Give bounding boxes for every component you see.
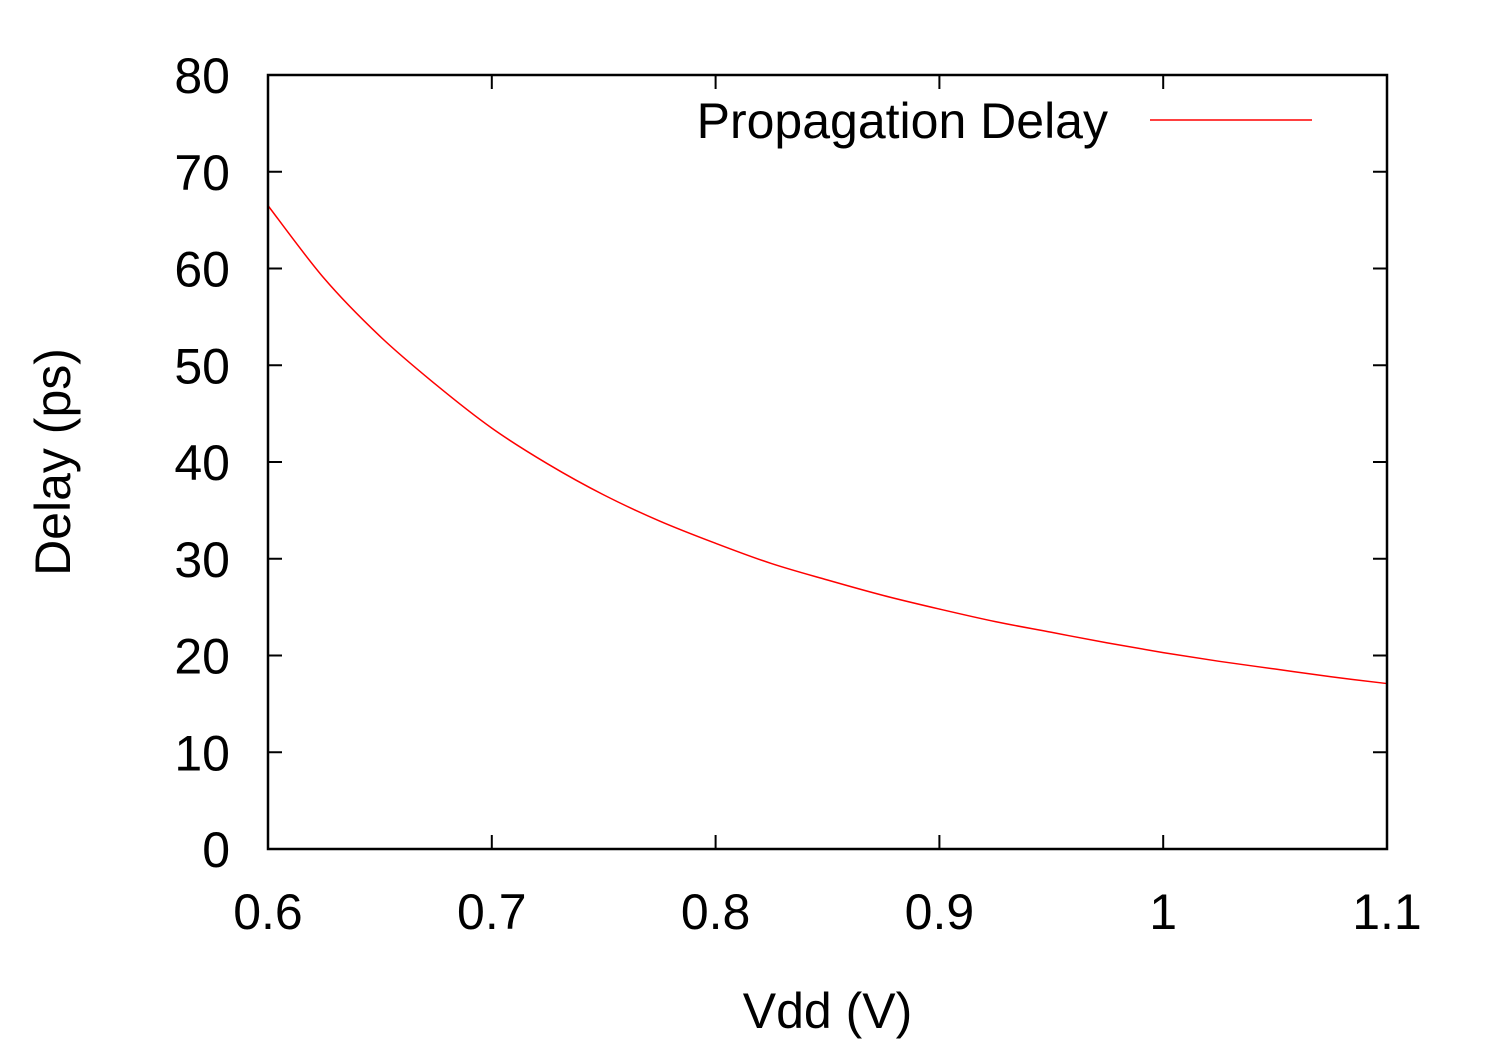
x-tick-label: 0.9 <box>905 884 975 940</box>
x-tick-label: 0.6 <box>233 884 303 940</box>
y-axis-ticks: 0 10 20 30 40 50 60 70 80 <box>174 48 1387 878</box>
x-axis-title: Vdd (V) <box>743 983 913 1039</box>
y-tick-label: 60 <box>174 242 230 298</box>
y-axis-title: Delay (ps) <box>25 348 81 576</box>
y-tick-label: 30 <box>174 532 230 588</box>
series-lines <box>267 205 1388 685</box>
y-tick-label: 20 <box>174 629 230 685</box>
y-tick-label: 50 <box>174 338 230 394</box>
y-tick-label: 10 <box>174 725 230 781</box>
legend: Propagation Delay <box>697 93 1312 149</box>
y-tick-label: 70 <box>174 145 230 201</box>
x-tick-label: 1 <box>1149 884 1177 940</box>
plot-area-border <box>266 73 1389 851</box>
y-tick-label: 80 <box>174 48 230 104</box>
y-tick-label: 40 <box>174 435 230 491</box>
y-tick-label: 0 <box>202 822 230 878</box>
series-line-propagation-delay <box>267 205 1388 685</box>
x-tick-label: 0.8 <box>681 884 751 940</box>
x-tick-label: 0.7 <box>457 884 527 940</box>
x-axis-ticks: 0.6 0.7 0.8 0.9 1 1.1 <box>233 75 1422 940</box>
legend-label: Propagation Delay <box>697 93 1108 149</box>
x-tick-label: 1.1 <box>1352 884 1422 940</box>
